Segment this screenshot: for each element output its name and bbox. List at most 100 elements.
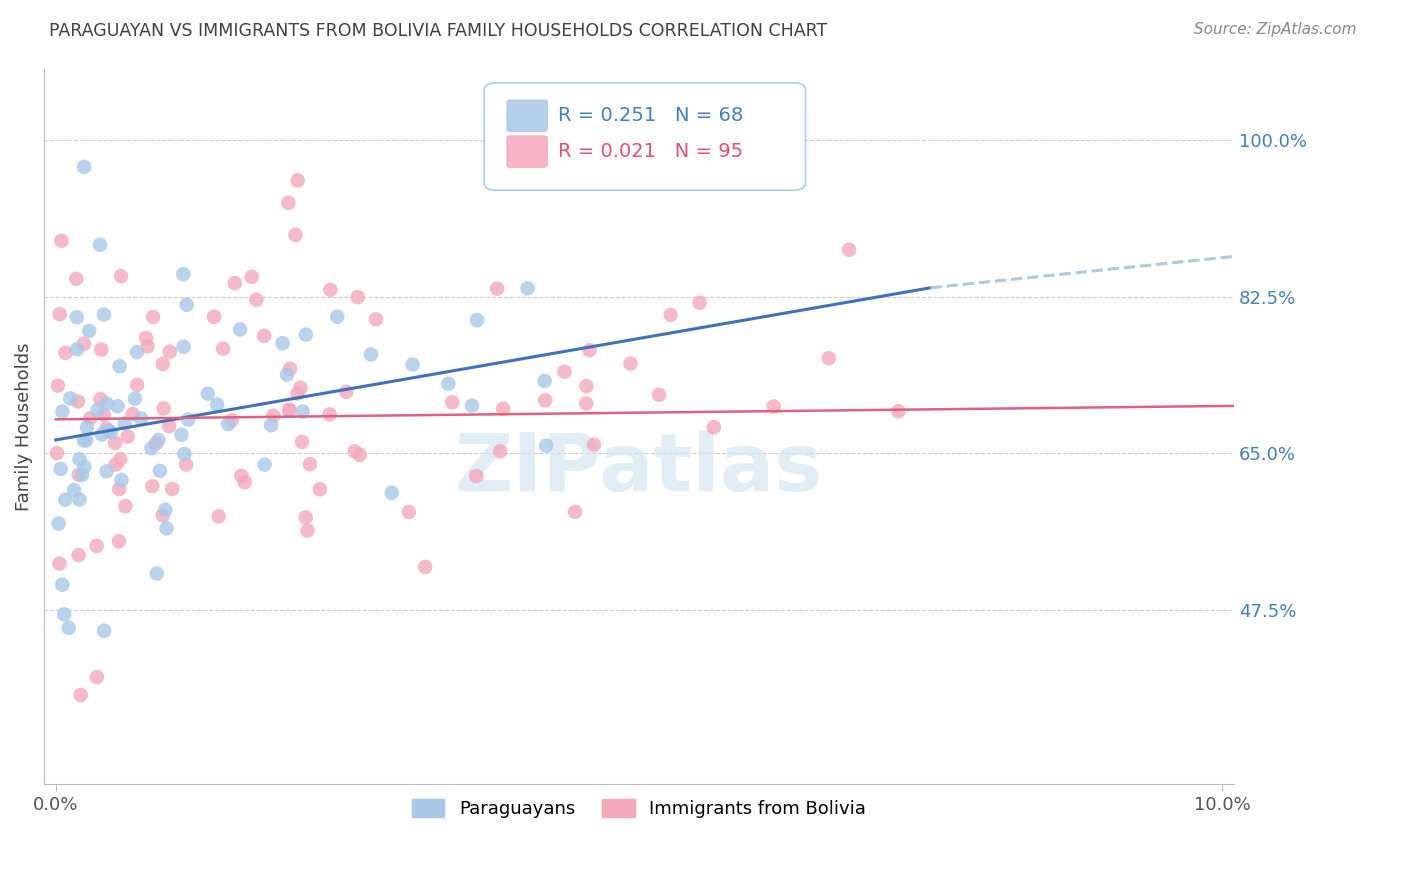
Point — [59, 392, 82, 406]
Point — [253, 458, 276, 472]
Point — [89, 392, 111, 407]
Point — [86, 403, 108, 417]
Point — [291, 404, 314, 418]
Point — [104, 458, 127, 472]
Point — [51, 404, 73, 418]
Point — [217, 417, 239, 431]
Point — [46, 446, 69, 460]
Point — [343, 444, 366, 458]
Point — [69, 688, 91, 702]
Point — [817, 351, 839, 366]
Point — [176, 298, 198, 312]
Point — [73, 434, 96, 448]
Point — [66, 310, 89, 325]
Point — [278, 402, 301, 417]
Point — [51, 578, 73, 592]
Point — [174, 458, 197, 472]
Point — [117, 429, 139, 443]
Legend: Paraguayans, Immigrants from Bolivia: Paraguayans, Immigrants from Bolivia — [405, 792, 873, 825]
Point — [49, 462, 72, 476]
Point — [335, 384, 357, 399]
Point — [124, 392, 146, 406]
Point — [319, 283, 342, 297]
Point — [152, 508, 174, 523]
Point — [578, 343, 600, 358]
FancyBboxPatch shape — [508, 136, 547, 168]
Point — [554, 365, 576, 379]
Point — [66, 343, 89, 357]
Point — [229, 322, 252, 336]
Point — [489, 444, 512, 458]
Point — [48, 307, 70, 321]
Point — [233, 475, 256, 490]
Point — [86, 670, 108, 684]
Point — [360, 347, 382, 361]
Point — [155, 521, 177, 535]
Point — [703, 420, 725, 434]
Point — [516, 281, 538, 295]
Point — [461, 399, 484, 413]
Point — [224, 276, 246, 290]
Point — [648, 388, 671, 402]
Point — [287, 173, 309, 187]
Point — [284, 227, 307, 242]
Point — [170, 427, 193, 442]
Point — [135, 331, 157, 345]
Point — [231, 469, 253, 483]
Point — [173, 447, 195, 461]
Point — [291, 434, 314, 449]
Point — [364, 312, 387, 326]
Point — [96, 396, 118, 410]
Point — [48, 516, 70, 531]
Point — [69, 452, 91, 467]
Point — [114, 499, 136, 513]
Point — [96, 421, 118, 435]
Point — [148, 433, 170, 447]
Point — [107, 399, 129, 413]
Point — [157, 419, 180, 434]
Point — [575, 379, 598, 393]
Point — [69, 492, 91, 507]
Point — [221, 413, 243, 427]
Point — [162, 482, 184, 496]
Point — [90, 343, 112, 357]
Point — [582, 438, 605, 452]
Point — [75, 434, 97, 448]
Point — [104, 435, 127, 450]
Point — [89, 237, 111, 252]
Point — [73, 336, 96, 351]
Point — [152, 401, 174, 416]
Point — [110, 269, 132, 284]
Point — [346, 290, 368, 304]
Point — [401, 358, 423, 372]
Point — [381, 485, 404, 500]
Point — [197, 386, 219, 401]
Point — [838, 243, 860, 257]
Point — [349, 448, 371, 462]
Point — [277, 195, 299, 210]
Point — [173, 340, 195, 354]
Point — [253, 329, 276, 343]
Point — [136, 339, 159, 353]
Point — [486, 282, 509, 296]
Point — [278, 361, 301, 376]
Point — [66, 394, 89, 409]
Point — [413, 559, 436, 574]
Point — [398, 505, 420, 519]
Point — [205, 397, 228, 411]
Point — [492, 401, 515, 416]
Text: R = 0.251   N = 68: R = 0.251 N = 68 — [558, 106, 744, 125]
Text: PARAGUAYAN VS IMMIGRANTS FROM BOLIVIA FAMILY HOUSEHOLDS CORRELATION CHART: PARAGUAYAN VS IMMIGRANTS FROM BOLIVIA FA… — [49, 22, 828, 40]
Point — [114, 417, 136, 431]
Point — [326, 310, 349, 324]
Point — [290, 381, 312, 395]
Text: R = 0.021   N = 95: R = 0.021 N = 95 — [558, 142, 744, 161]
Point — [51, 234, 73, 248]
Point — [53, 607, 76, 622]
Point — [564, 505, 586, 519]
Point — [100, 425, 122, 440]
Point — [58, 621, 80, 635]
Point — [262, 409, 284, 423]
Point — [278, 403, 301, 417]
Point — [202, 310, 225, 324]
